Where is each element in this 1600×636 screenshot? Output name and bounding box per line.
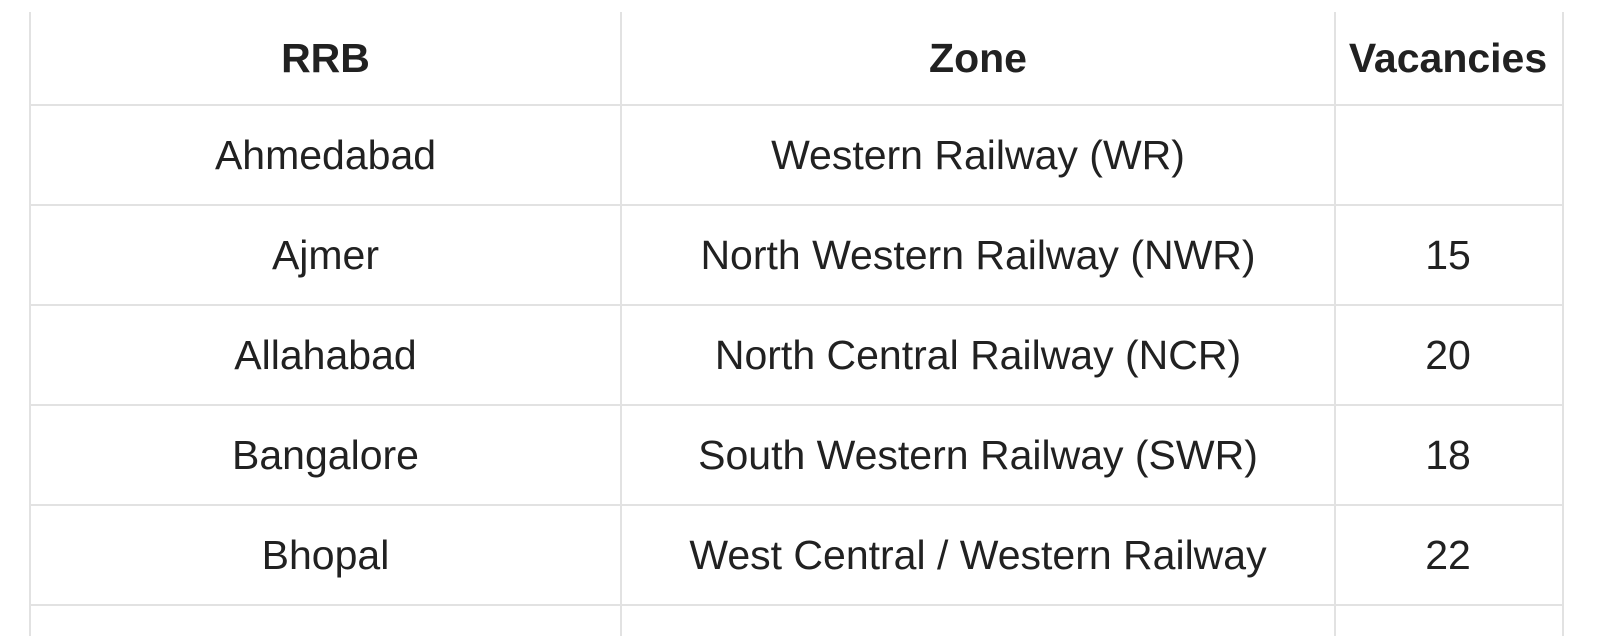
header-cell-zone: Zone [622, 12, 1336, 104]
cell-zone: North Central Railway (NCR) [622, 306, 1336, 404]
table-row: Bhopal West Central / Western Railway 22 [31, 506, 1562, 606]
cell-rrb: Ahmedabad [31, 106, 622, 204]
cell-zone: South Western Railway (SWR) [622, 406, 1336, 504]
cell-vacancies [1336, 606, 1560, 636]
rrb-vacancies-table: RRB Zone Vacancies Ahmedabad Western Rai… [29, 12, 1564, 636]
table-row: Ajmer North Western Railway (NWR) 15 [31, 206, 1562, 306]
cell-rrb: Allahabad [31, 306, 622, 404]
cell-rrb: Ajmer [31, 206, 622, 304]
cell-zone: West Central / Western Railway [622, 506, 1336, 604]
cell-zone [622, 606, 1336, 636]
cell-zone: North Western Railway (NWR) [622, 206, 1336, 304]
header-cell-rrb: RRB [31, 12, 622, 104]
header-cell-vacancies: Vacancies [1348, 34, 1548, 81]
cell-rrb: Bhopal [31, 506, 622, 604]
cell-rrb [31, 606, 622, 636]
cell-vacancies: 20 [1425, 331, 1471, 378]
table-row: Allahabad North Central Railway (NCR) 20 [31, 306, 1562, 406]
table-row: Bangalore South Western Railway (SWR) 18 [31, 406, 1562, 506]
cell-vacancies [1336, 106, 1560, 204]
table-row-partial [31, 606, 1562, 636]
cell-vacancies: 15 [1425, 231, 1471, 278]
cell-vacancies: 18 [1425, 431, 1471, 478]
cell-vacancies: 22 [1425, 531, 1471, 578]
cell-rrb: Bangalore [31, 406, 622, 504]
table-header-row: RRB Zone Vacancies [31, 12, 1562, 106]
table-row: Ahmedabad Western Railway (WR) [31, 106, 1562, 206]
cell-zone: Western Railway (WR) [622, 106, 1336, 204]
